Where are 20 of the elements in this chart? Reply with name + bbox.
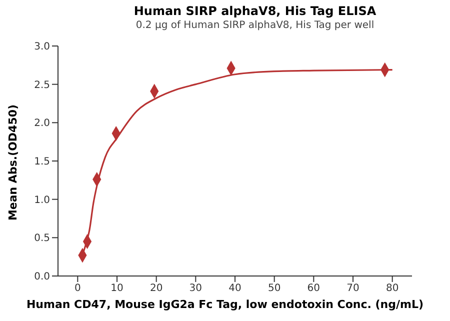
x-tick-label: 50	[268, 283, 281, 294]
x-tick-label: 20	[150, 283, 163, 294]
chart-title: Human SIRP alphaV8, His Tag ELISA	[132, 4, 378, 18]
x-tick-label: 10	[110, 283, 124, 294]
x-tick-label: 60	[307, 283, 320, 294]
y-tick-label: 0.0	[34, 272, 50, 283]
x-tick-label: 80	[386, 283, 399, 294]
x-axis-title: Human CD47, Mouse IgG2a Fc Tag, low endotoxin Conc. (ng/mL)	[25, 298, 425, 311]
x-tick-label: 30	[189, 283, 202, 294]
x-tick-label: 0	[74, 283, 81, 294]
y-tick-label: 2.5	[34, 80, 50, 91]
x-tick-label: 40	[228, 283, 242, 294]
y-tick-label: 1.5	[34, 156, 50, 168]
y-tick-label: 3.0	[34, 42, 50, 53]
chart-subtitle: 0.2 µg of Human SIRP alphaV8, His Tag per well	[134, 20, 376, 31]
y-tick-label: 2.0	[34, 118, 50, 130]
y-axis-title: Mean Abs.(OD450)	[6, 104, 20, 221]
y-tick-label: 0.5	[34, 233, 50, 244]
x-tick-label: 70	[346, 283, 360, 294]
y-tick-label: 1.0	[34, 194, 50, 206]
